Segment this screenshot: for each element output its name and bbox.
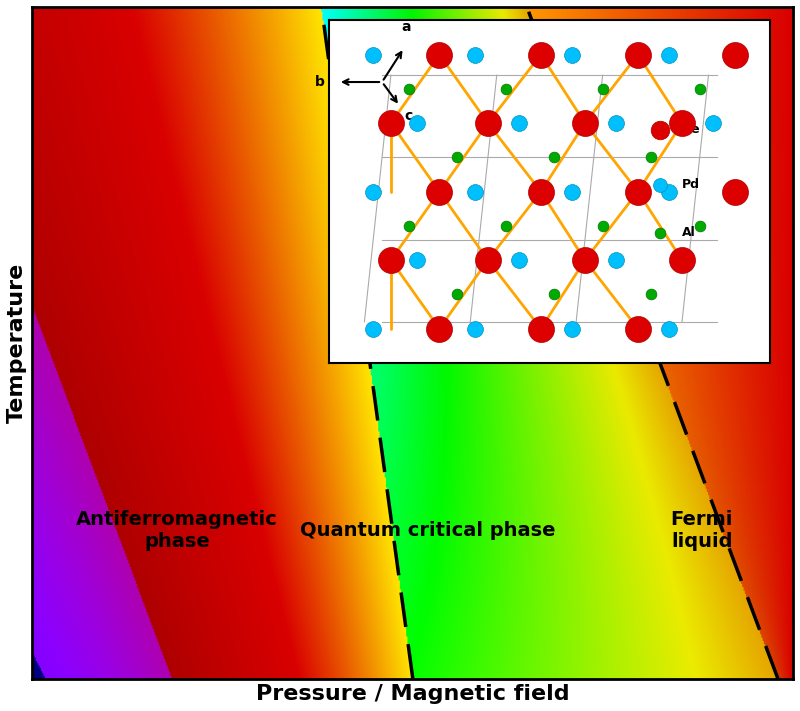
Text: Quantum critical phase: Quantum critical phase	[300, 521, 556, 540]
Text: Fermi
liquid: Fermi liquid	[670, 510, 733, 551]
Y-axis label: Temperature: Temperature	[7, 262, 27, 423]
Text: Antiferromagnetic
phase: Antiferromagnetic phase	[76, 510, 278, 551]
X-axis label: Pressure / Magnetic field: Pressure / Magnetic field	[256, 684, 570, 704]
